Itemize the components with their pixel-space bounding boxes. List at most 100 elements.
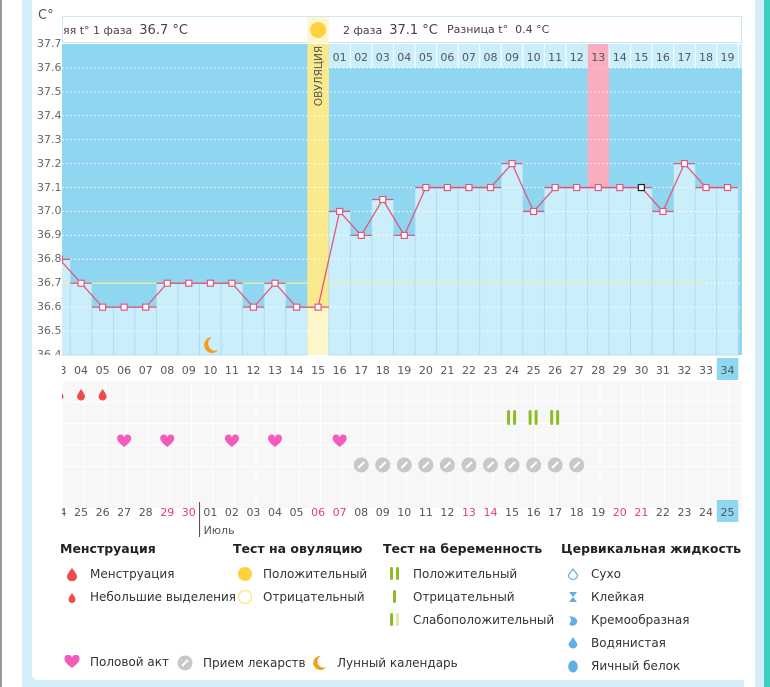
post-ovulation-day-label: 19 [721, 51, 735, 64]
pregnancy-test-line [513, 410, 517, 425]
calendar-date-label: 19 [591, 506, 605, 519]
temperature-bar [479, 187, 502, 356]
temperature-point [249, 303, 258, 311]
cycle-day-label: 12 [246, 364, 260, 377]
post-ovulation-day-label: 01 [333, 51, 347, 64]
temperature-point [637, 183, 645, 192]
calendar-date-label: 18 [570, 506, 584, 519]
pill-stripe [486, 461, 495, 469]
temperature-bar [199, 282, 222, 356]
post-ovulation-day-label: 04 [397, 51, 411, 64]
ovulation-label: ОВУЛЯЦИЯ [313, 46, 325, 106]
legend-item: Небольшие выделения [60, 585, 236, 608]
calendar-date-label: 22 [656, 506, 670, 519]
calendar-date-label: 07 [333, 506, 347, 519]
symptom-grid [62, 380, 742, 508]
calendar-date-label: 14 [484, 506, 498, 519]
calendar-date-label: 24 [53, 506, 67, 519]
pregnancy-test-line [556, 410, 560, 425]
y-tick-label: 36.5 [37, 324, 62, 338]
temperature-bar [393, 234, 416, 356]
sticky-icon [561, 590, 585, 604]
legend-item: Водянистая [561, 631, 741, 654]
cycle-day-label: 14 [290, 364, 304, 377]
side-tab[interactable] [764, 0, 770, 687]
pregnancy-test-line [507, 410, 511, 425]
legend-title: Тест на беременность [383, 541, 543, 556]
pregnancy-test-line [528, 410, 532, 425]
cycle-day-label: 18 [376, 364, 390, 377]
legend-title: Менструация [60, 541, 156, 556]
temperature-point [185, 279, 193, 287]
post-ovulation-day-label: 08 [484, 51, 498, 64]
highlight-header-cell [587, 44, 610, 68]
legend-item: Яичный белок [561, 654, 741, 677]
pregnancy-test-line [534, 410, 538, 425]
temp-difference: Разница t° 0.4 °C [447, 23, 549, 36]
cycle-day-label: 10 [203, 364, 217, 377]
post-ovulation-day-label: 14 [613, 51, 627, 64]
month-label: Июль [204, 524, 235, 537]
temperature-point [336, 207, 344, 216]
legend-title: Тест на овуляцию [233, 541, 363, 556]
temperature-point [314, 303, 322, 311]
legend-item: Положительный [233, 562, 367, 585]
temperature-point [120, 303, 128, 311]
selected-day-cell [716, 358, 739, 380]
small-drop-icon [60, 591, 84, 603]
pill-stripe [529, 461, 538, 469]
cycle-day-label: 27 [570, 364, 584, 377]
ovulation-column [307, 44, 329, 308]
calendar-date-label: 01 [203, 506, 217, 519]
blood-drop-icon [60, 567, 84, 581]
cycle-day-label: 09 [182, 364, 196, 377]
legend-item: Менструация [60, 562, 236, 585]
pill-icon [173, 655, 197, 671]
legend-cervical-fluid: Цервикальная жидкость Сухо Клейкая Кремо… [561, 541, 741, 677]
calendar-date-label: 16 [527, 506, 541, 519]
y-tick-label: 36.7 [37, 276, 62, 290]
dry-icon [561, 567, 585, 581]
legend-item: Отрицательный [233, 585, 367, 608]
temperature-point [292, 303, 301, 311]
temperature-bar [156, 282, 179, 356]
calendar-date-label: 28 [139, 506, 153, 519]
window-left-border [0, 0, 2, 687]
temperature-bar [285, 306, 308, 356]
pill-stripe [422, 461, 430, 469]
moon-icon [307, 655, 331, 671]
pill-stripe [572, 461, 581, 469]
cycle-day-label: 29 [613, 364, 627, 377]
cycle-day-label: 23 [484, 364, 498, 377]
y-tick-label: 37.5 [37, 84, 62, 98]
post-ovulation-day-label: 11 [548, 51, 562, 64]
temperature-bar [543, 187, 567, 356]
temperature-bar [263, 282, 287, 356]
cycle-day-label: 13 [268, 364, 282, 377]
cycle-day-label: 20 [419, 364, 433, 377]
cycle-day-label: 25 [527, 364, 541, 377]
calendar-date-label: 08 [354, 506, 368, 519]
temperature-point [594, 183, 602, 192]
cycle-day-label: 28 [591, 364, 605, 377]
legend-item: Клейкая [561, 585, 741, 608]
y-tick-label: 36.8 [37, 252, 62, 266]
post-ovulation-day-label: 03 [376, 51, 390, 64]
y-axis-unit: C° [38, 8, 54, 23]
post-ovulation-header [328, 44, 742, 68]
cycle-day-label: 30 [634, 364, 648, 377]
one-line-icon [383, 589, 407, 605]
temperature-point [486, 183, 495, 192]
calendar-date-label: 09 [376, 506, 390, 519]
scroll-fade [32, 355, 62, 530]
temperature-bar [220, 282, 244, 356]
pill-stripe [357, 461, 365, 469]
moon-icon [204, 336, 219, 353]
temperature-bar [242, 306, 265, 356]
menstruation-drop [62, 392, 64, 400]
calendar-date-label: 05 [290, 506, 304, 519]
calendar-date-label: 27 [117, 506, 131, 519]
legend-pregnancy-test: Тест на беременность Положительный Отриц… [383, 541, 554, 631]
temperature-bar [694, 187, 718, 356]
legend-item: Слабоположительный [383, 608, 554, 631]
